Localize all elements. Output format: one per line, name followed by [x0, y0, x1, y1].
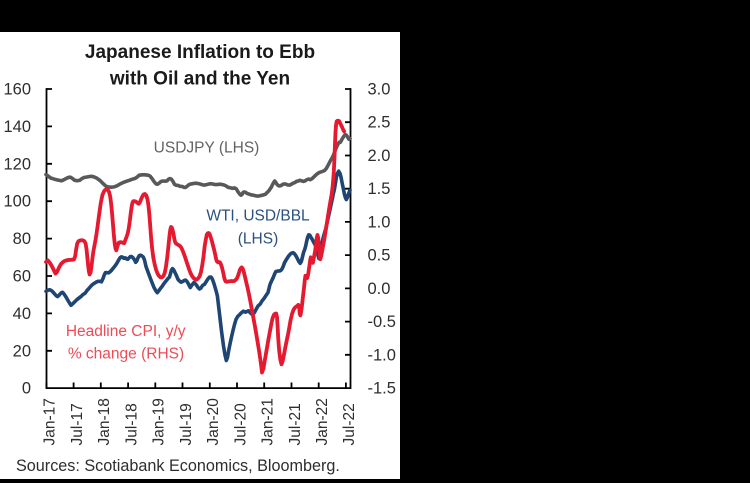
- svg-text:160: 160: [3, 81, 31, 99]
- svg-text:Jan-20: Jan-20: [205, 398, 222, 446]
- svg-text:Jan-18: Jan-18: [96, 398, 113, 445]
- svg-text:Headline CPI, y/y: Headline CPI, y/y: [66, 323, 186, 340]
- svg-text:Jan-22: Jan-22: [314, 398, 331, 445]
- svg-text:Jul-21: Jul-21: [287, 403, 304, 445]
- svg-text:0: 0: [22, 380, 31, 398]
- svg-text:1.0: 1.0: [368, 213, 391, 231]
- svg-text:2.5: 2.5: [368, 114, 391, 132]
- svg-text:(LHS): (LHS): [238, 231, 278, 248]
- svg-text:40: 40: [13, 305, 31, 323]
- svg-text:100: 100: [3, 193, 31, 211]
- svg-text:80: 80: [13, 230, 31, 248]
- svg-text:Jan-19: Jan-19: [151, 398, 168, 445]
- svg-text:-1.0: -1.0: [368, 346, 396, 364]
- svg-text:Jan-17: Jan-17: [42, 398, 59, 445]
- svg-text:20: 20: [13, 342, 31, 360]
- svg-text:-1.5: -1.5: [368, 380, 396, 398]
- svg-text:2.0: 2.0: [368, 147, 391, 165]
- svg-text:-0.5: -0.5: [368, 313, 396, 331]
- svg-text:% change (RHS): % change (RHS): [68, 346, 184, 363]
- svg-text:60: 60: [13, 268, 31, 286]
- svg-text:0.0: 0.0: [368, 280, 391, 298]
- svg-text:3.0: 3.0: [368, 81, 391, 99]
- svg-text:Sources: Scotiabank Economics,: Sources: Scotiabank Economics, Bloomberg…: [16, 457, 340, 475]
- svg-text:Jul-17: Jul-17: [69, 403, 86, 445]
- svg-text:0.5: 0.5: [368, 247, 391, 265]
- svg-text:120: 120: [3, 155, 31, 173]
- svg-text:Jul-18: Jul-18: [123, 403, 140, 445]
- svg-text:Jul-19: Jul-19: [178, 403, 195, 445]
- svg-text:Jul-20: Jul-20: [232, 403, 249, 446]
- svg-text:140: 140: [3, 118, 31, 136]
- svg-text:Jan-21: Jan-21: [260, 398, 277, 445]
- svg-text:WTI, USD/BBL: WTI, USD/BBL: [206, 208, 310, 225]
- svg-text:USDJPY (LHS): USDJPY (LHS): [154, 140, 260, 157]
- svg-text:Jul-22: Jul-22: [341, 403, 358, 445]
- svg-text:with Oil and the Yen: with Oil and the Yen: [109, 69, 290, 90]
- svg-text:1.5: 1.5: [368, 180, 391, 198]
- svg-text:Japanese Inflation to Ebb: Japanese Inflation to Ebb: [85, 42, 315, 63]
